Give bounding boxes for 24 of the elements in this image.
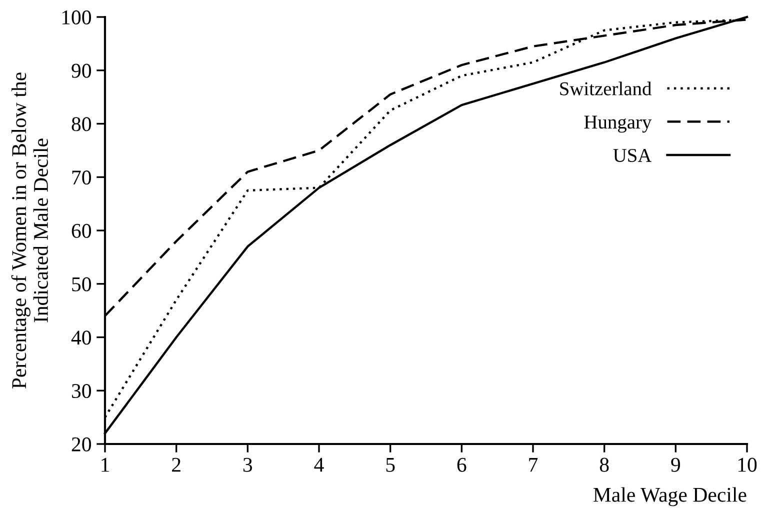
y-tick-label: 100	[62, 10, 92, 24]
legend-label: USA	[613, 148, 652, 162]
y-tick-label: 80	[72, 117, 92, 132]
x-tick-label: 4	[314, 458, 324, 472]
x-tick-label: 2	[172, 458, 180, 472]
y-tick-label: 70	[72, 170, 92, 185]
legend-label: Switzerland	[560, 82, 652, 96]
x-tick-label: 5	[386, 458, 395, 472]
y-tick-label: 90	[72, 64, 92, 78]
y-axis-title: Percentage of Women in or Below the Indicated Male Decile	[11, 72, 48, 389]
x-tick-label: 1	[102, 458, 109, 472]
legend-label: Hungary	[584, 116, 652, 133]
y-tick-label: 40	[71, 330, 92, 345]
x-tick-label: 10	[738, 458, 757, 472]
y-tick-label: 30	[72, 384, 92, 398]
x-tick-label: 6	[457, 458, 466, 472]
y-tick-label: 60	[72, 224, 92, 238]
x-tick-label: 9	[671, 458, 680, 472]
y-tick-label: 20	[72, 437, 92, 452]
x-tick-label: 8	[600, 458, 609, 472]
x-axis-title: Male Wage Decile	[593, 487, 746, 506]
x-tick-label: 7	[529, 458, 538, 472]
y-tick-label: 50	[72, 277, 92, 292]
x-tick-label: 3	[243, 458, 252, 472]
